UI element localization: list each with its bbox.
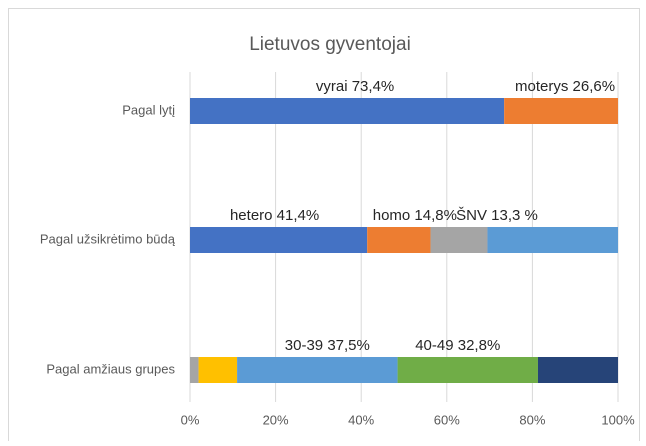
bar-segment [237,357,398,383]
x-tick-label: 80% [519,412,545,427]
x-tick-label: 20% [263,412,289,427]
bar-segment [537,357,618,383]
bar-segment [198,357,238,383]
data-label: 40-49 32,8% [415,337,500,354]
data-label: vyrai 73,4% [316,78,394,95]
bar-segment [397,357,538,383]
bar-segment [190,98,505,124]
bar-segment [504,98,618,124]
data-label: moterys 26,6% [515,78,615,95]
data-label: homo 14,8% [373,207,457,224]
bar-segment [190,357,199,383]
bar-segment [367,227,431,253]
category-label: Pagal lytį [122,102,175,117]
category-label: Pagal amžiaus grupes [46,361,175,376]
category-label: Pagal užsikrėtimo būdą [40,231,176,246]
x-tick-label: 40% [348,412,374,427]
data-label: ŠNV 13,3 % [456,207,538,224]
x-tick-label: 0% [181,412,200,427]
bar-segment [430,227,488,253]
x-tick-label: 60% [434,412,460,427]
data-label: hetero 41,4% [230,207,319,224]
x-tick-label: 100% [601,412,635,427]
bar-segment [487,227,618,253]
chart-title: Lietuvos gyventojai [249,34,411,55]
data-label: 30-39 37,5% [285,337,370,354]
bar-segment [190,227,368,253]
